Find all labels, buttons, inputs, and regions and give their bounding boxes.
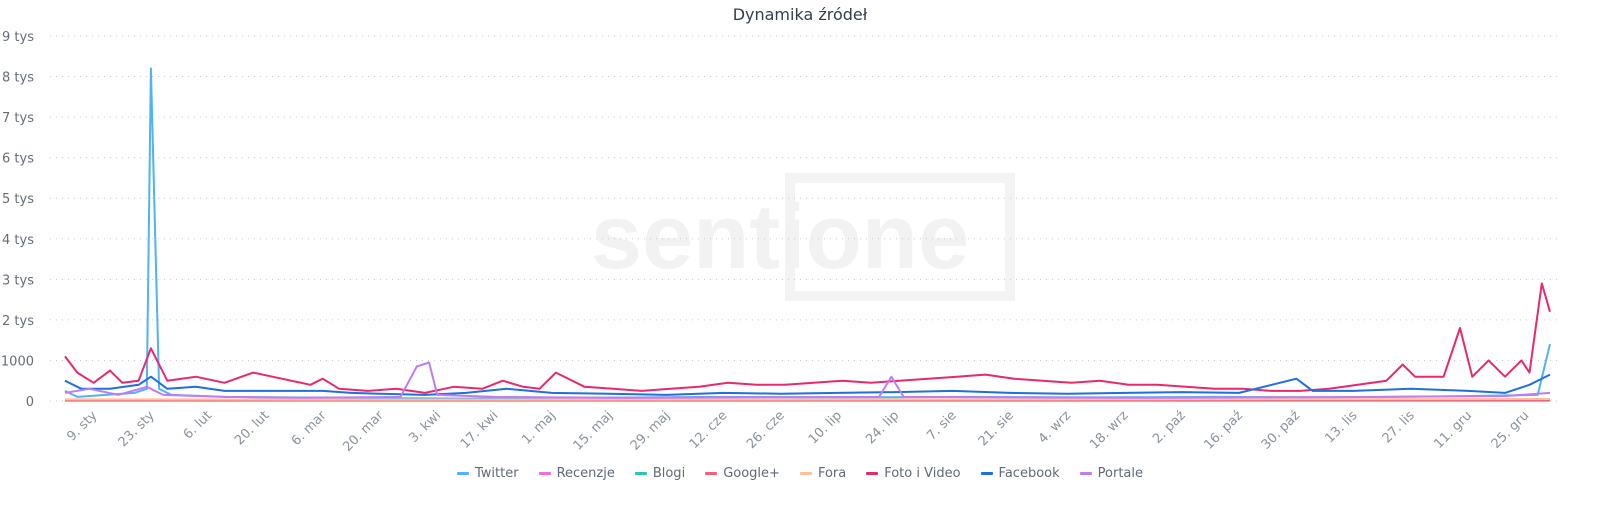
legend-label: Twitter (474, 466, 519, 481)
legend-swatch (1079, 472, 1092, 475)
series-line-facebook (64, 373, 1551, 396)
legend-swatch (634, 472, 647, 475)
legend-label: Portale (1097, 466, 1143, 481)
x-tick-label: 27. lis (1380, 408, 1418, 446)
legend: Twitter Recenzje Blogi Google+ Fora Foto i Vi… (0, 466, 1600, 481)
x-tick-label: 6. mar (289, 408, 330, 449)
legend-swatch (866, 472, 879, 475)
x-tick-label: 11. gru (1431, 408, 1475, 452)
x-tick-label: 7. sie (924, 408, 959, 443)
y-tick-label: 4 tys (2, 233, 34, 248)
legend-label: Blogi (652, 466, 686, 481)
watermark-box (785, 173, 1015, 301)
y-tick-label: 5 tys (2, 192, 34, 207)
y-tick-label: 0 (26, 395, 34, 410)
x-tick-label: 12. cze (687, 408, 731, 452)
x-tick-label: 9. sty (64, 408, 100, 444)
legend-item[interactable]: Foto i Video (866, 466, 961, 481)
legend-swatch (456, 472, 469, 475)
x-tick-label: 13. lis (1322, 408, 1360, 446)
y-tick-label: 3 tys (2, 273, 34, 288)
y-tick-label: 1000 (1, 354, 34, 369)
x-tick-label: 20. lut (232, 408, 272, 448)
x-tick-label: 26. cze (744, 408, 788, 452)
legend-item[interactable]: Recenzje (538, 466, 615, 481)
watermark-logo: sentione (591, 186, 969, 288)
y-tick-label: 8 tys (2, 71, 34, 86)
x-tick-label: 30. paź (1259, 408, 1304, 453)
y-tick-label: 7 tys (2, 111, 34, 126)
series-line-portale (64, 361, 1551, 399)
x-tick-label: 2. paź (1150, 408, 1189, 447)
x-tick-label: 18. wrz (1087, 408, 1131, 452)
legend-item[interactable]: Google+ (705, 466, 780, 481)
series-line-foto-i-video (64, 282, 1551, 394)
legend-item[interactable]: Fora (799, 466, 847, 481)
legend-label: Facebook (998, 466, 1060, 481)
x-tick-label: 25. gru (1489, 408, 1533, 452)
x-tick-label: 21. sie (976, 408, 1017, 449)
legend-item[interactable]: Blogi (634, 466, 686, 481)
x-tick-label: 10. lip (806, 408, 845, 447)
x-tick-label: 15. maj (571, 408, 616, 453)
series-line-fora (64, 398, 1551, 401)
legend-label: Fora (817, 466, 847, 481)
legend-item[interactable]: Portale (1079, 466, 1143, 481)
legend-swatch (799, 472, 812, 475)
x-tick-label: 29. maj (628, 408, 673, 453)
x-tick-label: 20. mar (340, 408, 387, 455)
y-tick-label: 2 tys (2, 314, 34, 329)
legend-swatch (538, 472, 551, 475)
y-tick-label: 9 tys (2, 30, 34, 45)
x-tick-label: 4. wrz (1036, 408, 1075, 447)
legend-item[interactable]: Twitter (456, 466, 519, 481)
legend-swatch (980, 472, 993, 475)
x-tick-label: 6. lut (181, 408, 215, 442)
x-tick-label: 16. paź (1201, 408, 1246, 453)
legend-label: Foto i Video (884, 466, 961, 481)
x-tick-label: 24. lip (863, 408, 902, 447)
legend-label: Google+ (723, 466, 780, 481)
x-tick-label: 3. kwi (406, 408, 444, 446)
x-tick-label: 17. kwi (458, 408, 502, 452)
legend-swatch (705, 472, 718, 475)
x-tick-label: 1. maj (519, 408, 558, 447)
y-tick-label: 6 tys (2, 152, 34, 167)
chart-title: Dynamika źródeł (732, 5, 868, 24)
legend-item[interactable]: Facebook (980, 466, 1060, 481)
x-tick-label: 23. sty (116, 408, 158, 450)
legend-label: Recenzje (556, 466, 615, 481)
